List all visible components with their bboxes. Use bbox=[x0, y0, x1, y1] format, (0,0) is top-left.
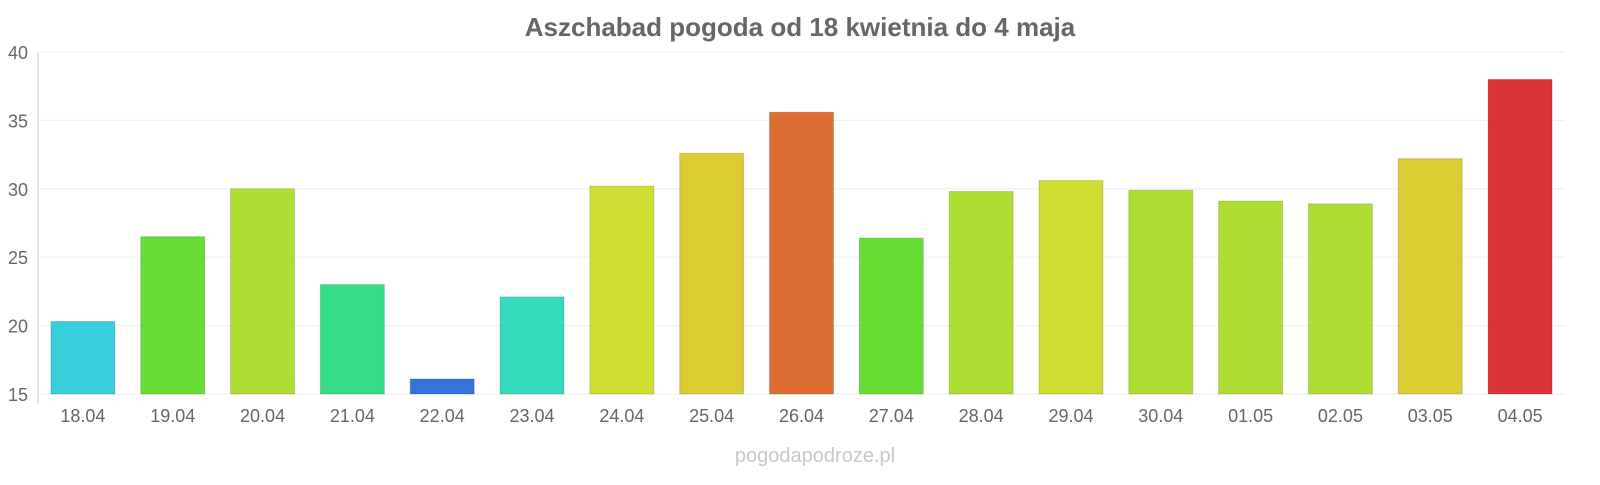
x-tick-label: 22.04 bbox=[420, 406, 465, 426]
bar bbox=[589, 185, 655, 395]
x-tick-label: 24.04 bbox=[599, 406, 644, 426]
bar bbox=[1487, 78, 1553, 395]
bar bbox=[499, 296, 565, 395]
x-tick-label: 25.04 bbox=[689, 406, 734, 426]
bar bbox=[1128, 189, 1194, 395]
bar bbox=[409, 378, 475, 395]
bar bbox=[1397, 158, 1463, 395]
y-tick-label: 35 bbox=[8, 111, 28, 131]
x-tick-label: 28.04 bbox=[959, 406, 1004, 426]
y-tick-label: 40 bbox=[8, 43, 28, 63]
x-tick-label: 26.04 bbox=[779, 406, 824, 426]
y-tick-label: 20 bbox=[8, 317, 28, 337]
bar bbox=[1218, 200, 1284, 395]
x-tick-label: 23.04 bbox=[510, 406, 555, 426]
x-tick-label: 27.04 bbox=[869, 406, 914, 426]
chart-title: Aszchabad pogoda od 18 kwietnia do 4 maj… bbox=[525, 12, 1076, 42]
bar bbox=[858, 237, 924, 395]
x-tick-label: 20.04 bbox=[240, 406, 285, 426]
x-tick-label: 02.05 bbox=[1318, 406, 1363, 426]
bar bbox=[50, 320, 116, 395]
x-tick-label: 03.05 bbox=[1408, 406, 1453, 426]
bar bbox=[319, 284, 385, 395]
x-tick-label: 04.05 bbox=[1498, 406, 1543, 426]
y-tick-label: 25 bbox=[8, 248, 28, 268]
bar bbox=[230, 188, 296, 395]
y-tick-label: 30 bbox=[8, 180, 28, 200]
x-tick-label: 30.04 bbox=[1138, 406, 1183, 426]
x-tick-label: 21.04 bbox=[330, 406, 375, 426]
x-tick-label: 19.04 bbox=[150, 406, 195, 426]
bar bbox=[1307, 203, 1373, 395]
watermark: pogodapodroze.pl bbox=[735, 445, 895, 467]
x-tick-label: 01.05 bbox=[1228, 406, 1273, 426]
bar bbox=[769, 111, 834, 395]
bar bbox=[1038, 180, 1104, 395]
bar bbox=[679, 152, 745, 395]
bar bbox=[948, 191, 1014, 395]
x-tick-label: 29.04 bbox=[1048, 406, 1093, 426]
bar bbox=[140, 236, 206, 395]
y-tick-label: 15 bbox=[8, 385, 28, 405]
x-tick-label: 18.04 bbox=[60, 406, 105, 426]
